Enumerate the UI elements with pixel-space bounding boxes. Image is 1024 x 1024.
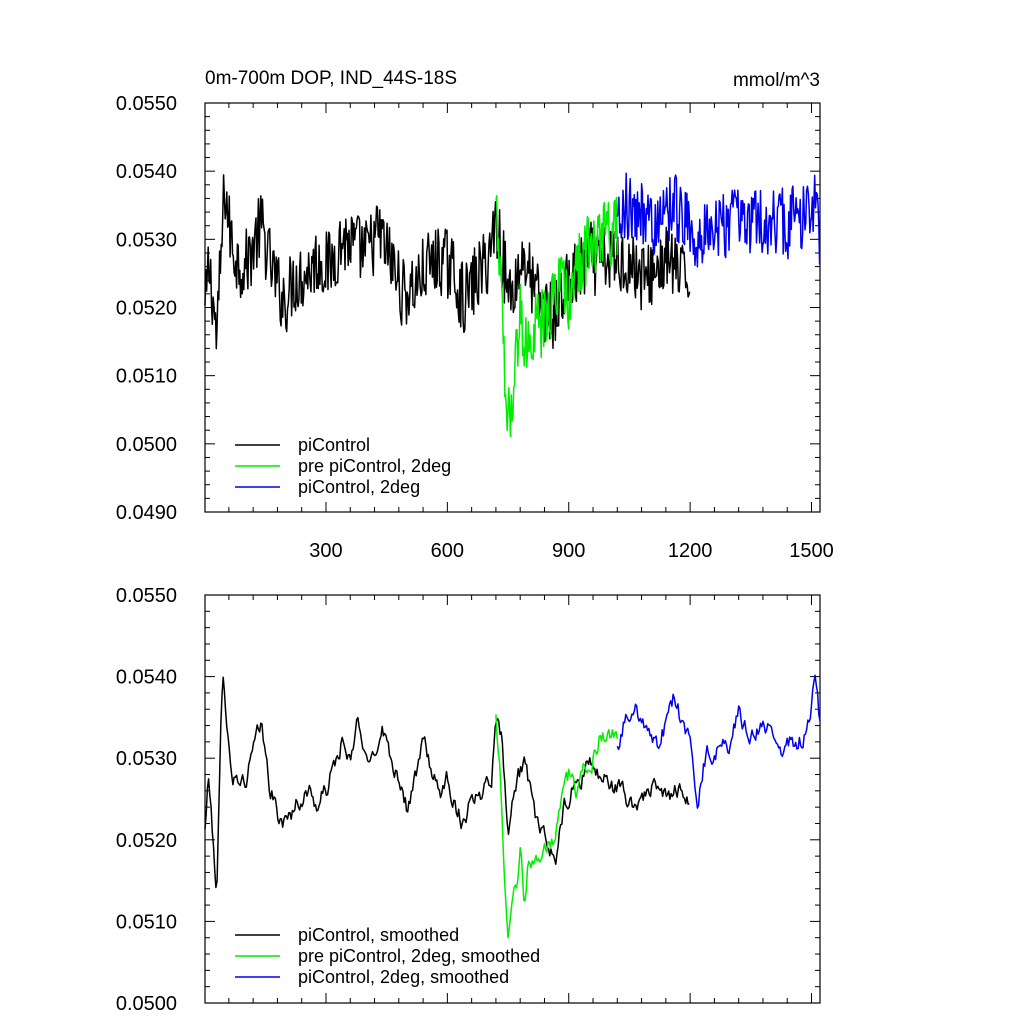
y-tick-label: 0.0540 [116,161,177,183]
x-tick-label: 1500 [789,540,834,562]
y-tick-label: 0.0510 [116,366,177,388]
series-line [204,174,691,350]
legend-label: piControl, smoothed [298,925,459,945]
legend-label: pre piControl, 2deg [298,456,451,476]
x-tick-label: 1200 [668,540,713,562]
chart-title: 0m-700m DOP, IND_44S-18S [205,68,457,89]
y-tick-label: 0.0490 [116,502,177,524]
bottom-panel: 0.0500 0.0510 0.0520 0.0530 0.0540 0.0550 piC… [116,585,821,1015]
top-panel: 0m-700m DOP, IND_44S-18S mmol/m^3 0.0490… [116,68,834,562]
legend-label: piControl, 2deg, smoothed [298,967,509,987]
series-line [616,172,821,268]
series-line [616,674,821,809]
y-tick-label: 0.0520 [116,298,177,320]
units-label: mmol/m^3 [733,70,820,91]
top-series-lines [204,172,821,438]
series-line [495,195,619,438]
y-tick-label: 0.0500 [116,434,177,456]
y-tick-label: 0.0500 [116,993,177,1015]
legend-label: piControl, 2deg [298,477,420,497]
top-axes: 0.0490 0.0500 0.0510 0.0520 0.0530 0.0540 0.05… [116,93,834,562]
y-tick-label: 0.0520 [116,830,177,852]
y-tick-label: 0.0530 [116,229,177,251]
y-tick-label: 0.0530 [116,748,177,770]
legend-label: piControl [298,435,370,455]
series-line [204,676,690,889]
y-tick-label: 0.0540 [116,667,177,689]
x-tick-label: 900 [552,540,585,562]
x-tick-label: 300 [309,540,342,562]
y-tick-label: 0.0550 [116,585,177,607]
x-tick-label: 600 [431,540,464,562]
bottom-axes: 0.0500 0.0510 0.0520 0.0530 0.0540 0.0550 [116,585,821,1015]
y-tick-label: 0.0510 [116,911,177,933]
series-line [495,714,619,939]
y-tick-label: 0.0550 [116,93,177,115]
bottom-series-lines [204,674,821,939]
legend-label: pre piControl, 2deg, smoothed [298,946,540,966]
plot-frame [204,594,821,1004]
